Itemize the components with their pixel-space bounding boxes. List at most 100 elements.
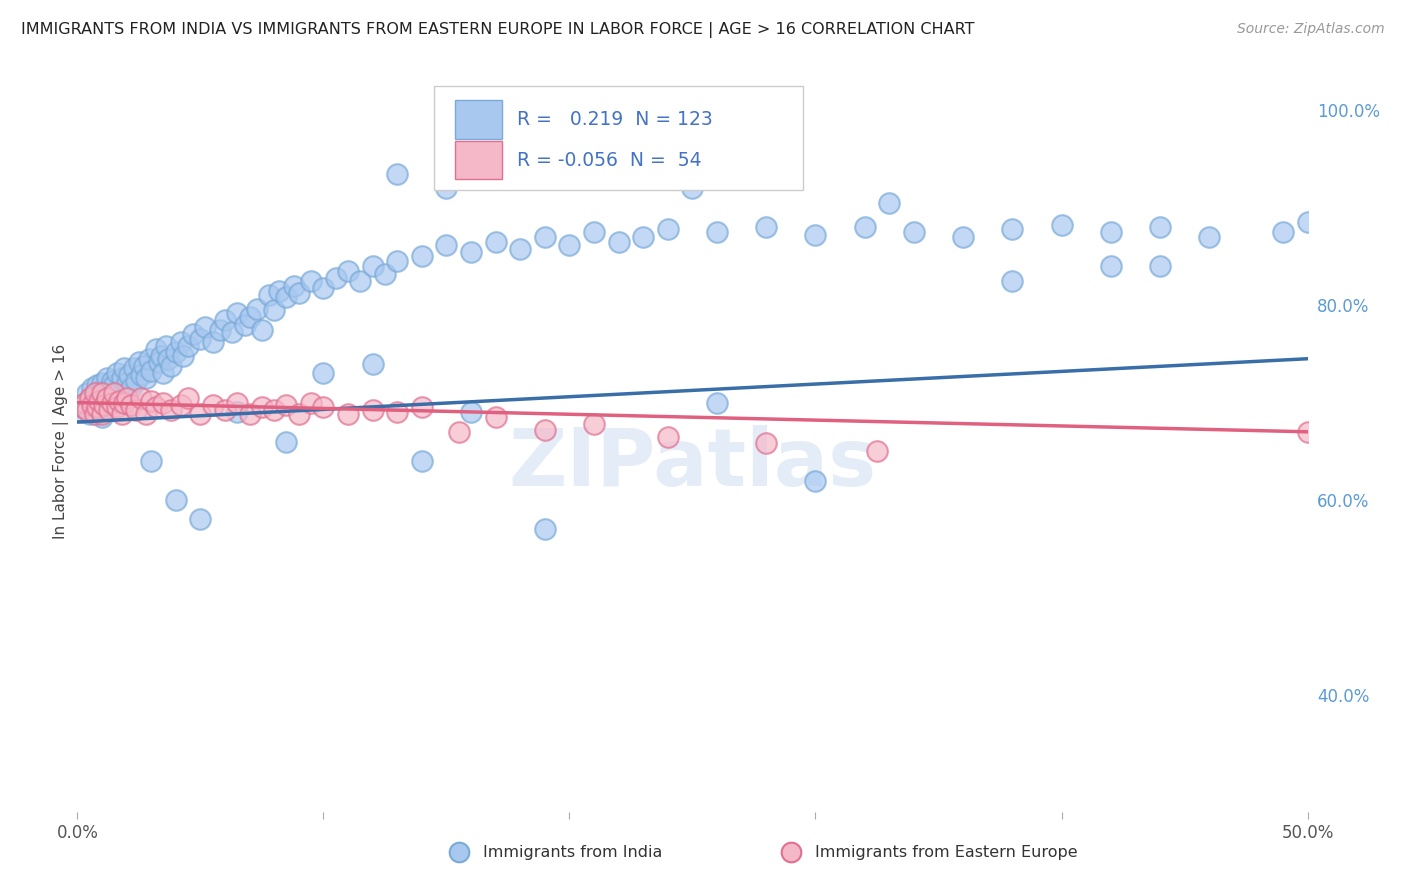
Point — [706, 395, 728, 409]
Point — [170, 398, 193, 412]
Point — [141, 393, 163, 408]
Point — [188, 407, 212, 421]
Point — [411, 401, 433, 415]
Point — [804, 474, 827, 488]
Point — [155, 339, 177, 353]
Point — [121, 398, 143, 412]
Point — [90, 407, 114, 421]
Point — [112, 395, 135, 409]
Point — [1149, 259, 1171, 273]
Text: IMMIGRANTS FROM INDIA VS IMMIGRANTS FROM EASTERN EUROPE IN LABOR FORCE | AGE > 1: IMMIGRANTS FROM INDIA VS IMMIGRANTS FROM… — [21, 22, 974, 38]
Point — [90, 385, 114, 400]
Point — [152, 367, 174, 381]
Point — [165, 345, 187, 359]
Point — [150, 349, 173, 363]
Point — [447, 425, 470, 439]
Point — [105, 391, 128, 405]
Point — [1050, 219, 1073, 233]
Point — [633, 230, 655, 244]
Text: Immigrants from India: Immigrants from India — [484, 845, 662, 860]
Point — [201, 398, 224, 412]
Point — [132, 359, 155, 373]
Point — [73, 395, 96, 409]
Point — [361, 403, 384, 417]
Point — [385, 167, 409, 181]
Point — [312, 280, 335, 294]
Point — [201, 335, 224, 350]
Point — [221, 326, 243, 340]
Point — [1296, 425, 1319, 439]
Point — [122, 361, 145, 376]
Text: Immigrants from Eastern Europe: Immigrants from Eastern Europe — [815, 845, 1078, 860]
Point — [460, 244, 482, 259]
Point — [89, 393, 111, 408]
Point — [90, 376, 114, 390]
Point — [101, 388, 124, 402]
Point — [82, 381, 104, 395]
Point — [105, 367, 128, 381]
Point — [337, 407, 360, 421]
Point — [312, 401, 335, 415]
Point — [129, 391, 153, 405]
Point — [436, 237, 458, 252]
Point — [879, 195, 901, 210]
Point — [103, 378, 125, 392]
Point — [283, 278, 305, 293]
Point — [141, 364, 163, 378]
Point — [170, 335, 193, 350]
Point — [607, 235, 630, 249]
Point — [89, 384, 111, 398]
Point — [214, 403, 236, 417]
Point — [1001, 222, 1024, 236]
Point — [83, 388, 105, 402]
Point — [233, 318, 256, 332]
Point — [101, 374, 124, 388]
Point — [79, 407, 101, 421]
Point — [239, 407, 262, 421]
Point — [112, 361, 135, 376]
Point — [460, 405, 482, 419]
Point — [125, 374, 148, 388]
Point — [145, 401, 167, 415]
Point — [385, 254, 409, 268]
Point — [181, 327, 204, 342]
Point — [70, 401, 93, 415]
Point — [157, 351, 180, 366]
Point — [509, 242, 531, 256]
Point — [177, 339, 200, 353]
Point — [86, 378, 108, 392]
Point — [103, 385, 125, 400]
Point — [165, 493, 187, 508]
Point — [583, 417, 606, 431]
Point — [209, 322, 232, 336]
Text: ZIPatlas: ZIPatlas — [509, 425, 876, 503]
Point — [436, 181, 458, 195]
Point — [98, 381, 121, 395]
Point — [853, 220, 876, 235]
Point — [263, 403, 285, 417]
Point — [148, 354, 170, 368]
Point — [903, 225, 925, 239]
Point — [115, 391, 138, 405]
Point — [79, 391, 101, 405]
Point — [1099, 259, 1122, 273]
Point — [299, 274, 322, 288]
Point — [1149, 220, 1171, 235]
Point — [121, 381, 143, 395]
Point — [76, 385, 98, 400]
Point — [263, 303, 285, 318]
Point — [214, 312, 236, 326]
Point — [276, 434, 298, 449]
Point — [90, 395, 114, 409]
Point — [226, 306, 249, 320]
Point — [1099, 225, 1122, 239]
Point — [93, 401, 115, 415]
Point — [288, 286, 311, 301]
Point — [188, 512, 212, 526]
Point — [172, 349, 194, 363]
Point — [96, 371, 118, 385]
Point — [706, 225, 728, 239]
Point — [82, 398, 104, 412]
FancyBboxPatch shape — [456, 141, 502, 179]
Point — [93, 398, 115, 412]
